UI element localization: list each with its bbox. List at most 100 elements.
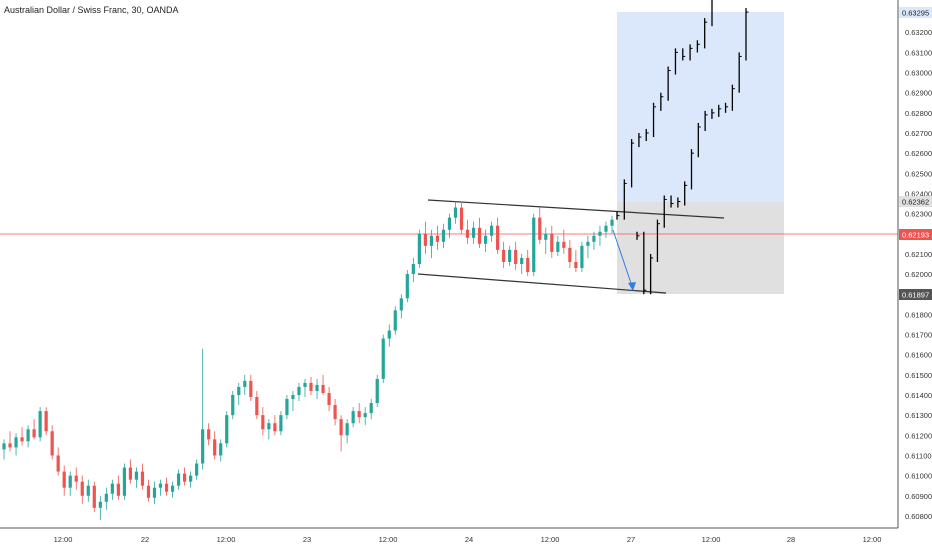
y-tick-label: 0.62900 (905, 89, 932, 98)
candle (477, 217, 482, 248)
candle (574, 249, 578, 273)
candle (369, 399, 373, 420)
y-tick-label: 0.61000 (905, 472, 932, 481)
candle (32, 419, 36, 440)
stop-zone[interactable] (617, 202, 784, 294)
stop-price-tag: 0.61897 (899, 289, 932, 300)
candle (182, 467, 187, 486)
entry-price-tag: 0.62362 (899, 196, 932, 207)
candle (237, 382, 241, 406)
candle (327, 386, 331, 412)
y-tick-label: 0.61100 (905, 451, 932, 460)
candle (279, 411, 283, 436)
candle (598, 225, 602, 246)
candle (586, 235, 590, 258)
profit-zone[interactable] (617, 12, 784, 202)
x-tick-label: 24 (465, 535, 473, 544)
current-price-tag: 0.62193 (899, 229, 932, 240)
candle (556, 235, 560, 256)
candle (92, 481, 96, 512)
x-axis-ticks: 12:00 22 12:00 23 12:00 24 12:00 27 12:00 28 12:00 (54, 535, 882, 544)
candle (134, 467, 139, 488)
candle (453, 201, 458, 224)
candle (116, 475, 120, 500)
candle (201, 348, 205, 470)
candle (189, 471, 193, 488)
candle (417, 229, 421, 269)
candle (309, 376, 313, 395)
candle (219, 439, 223, 462)
candle (297, 382, 301, 402)
y-tick-label: 0.63000 (905, 69, 932, 78)
candle (2, 439, 6, 460)
y-tick-label: 0.62600 (905, 149, 932, 158)
candle (273, 415, 277, 436)
candle (170, 481, 175, 498)
candle (38, 407, 42, 442)
candle (459, 201, 464, 234)
projection-arrow[interactable] (612, 229, 634, 290)
y-tick-label: 0.61200 (905, 431, 932, 440)
candle (164, 477, 169, 496)
candle (550, 225, 554, 258)
y-tick-label: 0.62300 (905, 210, 932, 219)
channel-lower-line[interactable] (417, 273, 667, 294)
candle (261, 407, 265, 436)
chart-title: Australian Dollar / Swiss Franc, 30, OAN… (4, 5, 179, 15)
candle (387, 324, 391, 347)
candle (225, 411, 229, 448)
candle (213, 431, 217, 460)
candle (411, 257, 415, 283)
candle (339, 415, 343, 452)
candle (62, 465, 66, 496)
candle (50, 425, 54, 460)
candle (195, 459, 199, 480)
candle (315, 378, 319, 400)
candle (435, 225, 440, 250)
y-tick-label: 0.60900 (905, 492, 932, 501)
candle (303, 378, 307, 398)
candle (375, 374, 379, 408)
candle (255, 390, 259, 420)
y-tick-label: 0.62700 (905, 129, 932, 138)
x-tick-label: 12:00 (379, 535, 398, 544)
y-tick-label: 0.62400 (905, 189, 932, 198)
candle (490, 221, 494, 242)
candle (80, 475, 84, 504)
y-tick-label: 0.62800 (905, 109, 932, 118)
candle (267, 419, 271, 440)
candle (429, 229, 434, 258)
candle (502, 241, 506, 269)
candle (231, 390, 235, 420)
stop-price-label: 0.61897 (902, 291, 929, 300)
projection-layer (616, 0, 749, 295)
channel-upper-line[interactable] (427, 199, 725, 219)
candle (592, 231, 596, 250)
candle (496, 217, 500, 254)
y-tick-label: 0.61600 (905, 351, 932, 360)
candle (538, 207, 542, 244)
x-tick-label: 28 (787, 535, 795, 544)
candle (26, 425, 30, 448)
candle (68, 471, 72, 496)
candle (471, 221, 476, 244)
x-tick-label: 12:00 (54, 535, 73, 544)
y-axis-ticks: 0.63200 0.63100 0.63000 0.62900 0.62800 0.627… (905, 28, 932, 521)
y-tick-label: 0.63200 (905, 28, 932, 37)
candle (110, 479, 114, 500)
candle (610, 215, 614, 234)
candle (514, 241, 518, 271)
candle (465, 219, 470, 244)
candle (526, 249, 530, 277)
y-tick-label: 0.62500 (905, 169, 932, 178)
candle (86, 479, 90, 502)
candle (285, 394, 289, 420)
candle (14, 433, 18, 456)
target-price-tag: 0.63295 (899, 7, 932, 18)
candle (243, 374, 247, 395)
candle (122, 463, 126, 500)
entry-price-label: 0.62362 (902, 198, 929, 207)
candle (44, 407, 48, 436)
candle (381, 334, 385, 383)
